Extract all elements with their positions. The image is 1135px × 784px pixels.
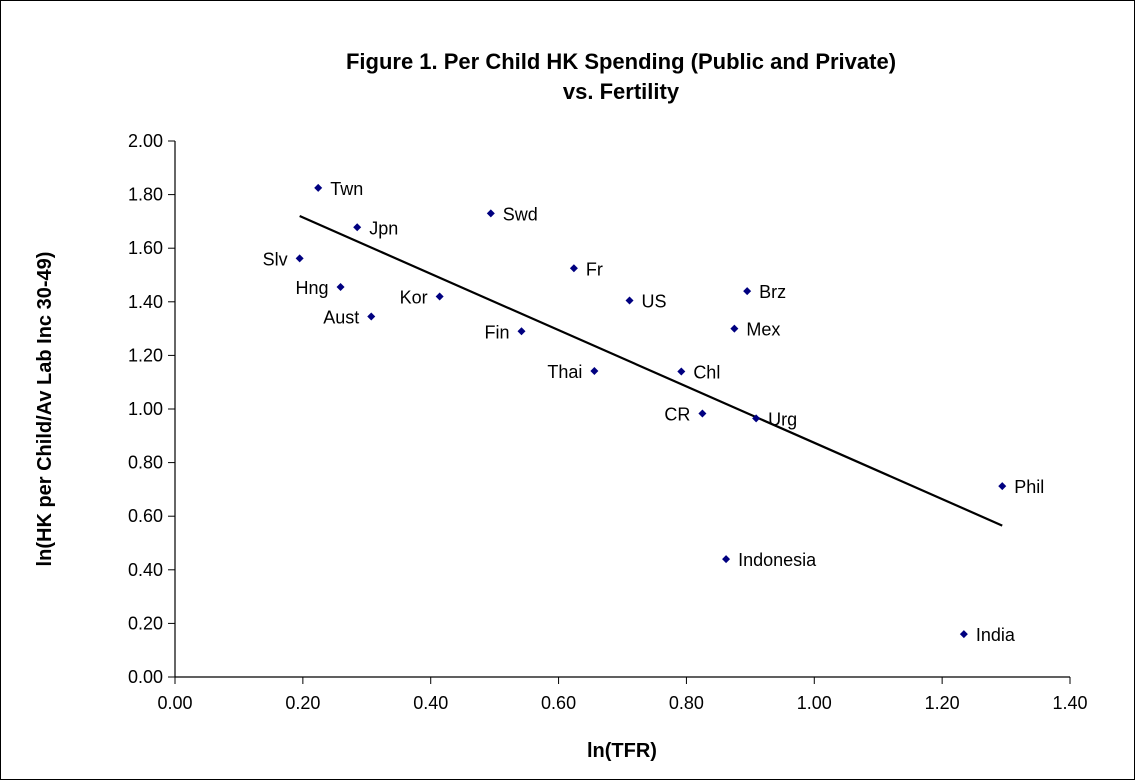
data-point-marker [590,366,599,375]
data-point-label: Hng [296,278,329,298]
data-point-marker [625,296,634,305]
data-point-marker [517,327,526,336]
y-tick-label: 0.60 [128,506,163,526]
data-point-marker [486,209,495,218]
x-axis-title: ln(TFR) [587,740,657,762]
data-point-marker [314,183,323,192]
data-point-marker [367,312,376,321]
data-point-label: Brz [759,282,786,302]
x-tick-label: 1.00 [797,693,832,713]
data-point-marker [959,630,968,639]
data-point-label: India [976,625,1016,645]
x-tick-label: 0.60 [541,693,576,713]
data-point-marker [677,367,686,376]
y-tick-label: 0.40 [128,560,163,580]
y-tick-label: 1.40 [128,292,163,312]
y-tick-label: 1.60 [128,238,163,258]
data-point-label: Twn [330,179,363,199]
chart-title-line-2: vs. Fertility [563,79,680,104]
data-point-label: Indonesia [738,550,817,570]
y-tick-label: 1.00 [128,399,163,419]
data-point-label: Phil [1014,477,1044,497]
data-point-label: CR [664,405,690,425]
y-tick-label: 2.00 [128,131,163,151]
data-point-label: Jpn [369,218,398,238]
data-point-marker [730,324,739,333]
x-tick-label: 1.40 [1052,693,1087,713]
data-point-label: US [642,291,667,311]
data-point-label: Thai [547,362,582,382]
x-tick-label: 1.20 [925,693,960,713]
data-point-marker [743,287,752,296]
data-point-marker [722,555,731,564]
data-point-marker [698,409,707,418]
y-tick-label: 1.20 [128,345,163,365]
y-axis-title: ln(HK per Child/Av Lab Inc 30-49) [34,252,56,567]
data-point-label: Aust [323,308,359,328]
x-tick-label: 0.40 [413,693,448,713]
data-point-marker [353,223,362,232]
x-tick-label: 0.00 [157,693,192,713]
x-tick-label: 0.80 [669,693,704,713]
data-point-label: Kor [400,287,428,307]
data-point-marker [569,264,578,273]
points-layer: Twn Jpn Swd Slv Hng Aust Kor Fr US Fin Brz Mex Thai C… [263,179,1045,645]
y-tick-label: 0.00 [128,667,163,687]
data-point-label: Urg [768,409,797,429]
data-point-label: Chl [693,362,720,382]
data-point-label: Fin [484,322,509,342]
data-point-marker [435,292,444,301]
data-point-label: Fr [586,259,603,279]
data-point-marker [295,254,304,263]
y-tick-label: 0.20 [128,613,163,633]
data-point-marker [998,482,1007,491]
y-tick-label: 0.80 [128,453,163,473]
data-point-label: Mex [746,320,780,340]
x-tick-label: 0.20 [285,693,320,713]
data-point-label: Swd [503,204,538,224]
chart-title-line-1: Figure 1. Per Child HK Spending (Public … [346,49,896,74]
trendline-layer [299,215,1003,527]
axes: 0.00 0.20 0.40 0.60 0.80 1.00 1.20 1.40 1.60 1.80… [128,131,1088,713]
data-point-marker [336,283,345,292]
data-point-label: Slv [263,249,288,269]
trendline [299,215,1003,527]
y-tick-label: 1.80 [128,185,163,205]
data-point-marker [752,414,761,423]
